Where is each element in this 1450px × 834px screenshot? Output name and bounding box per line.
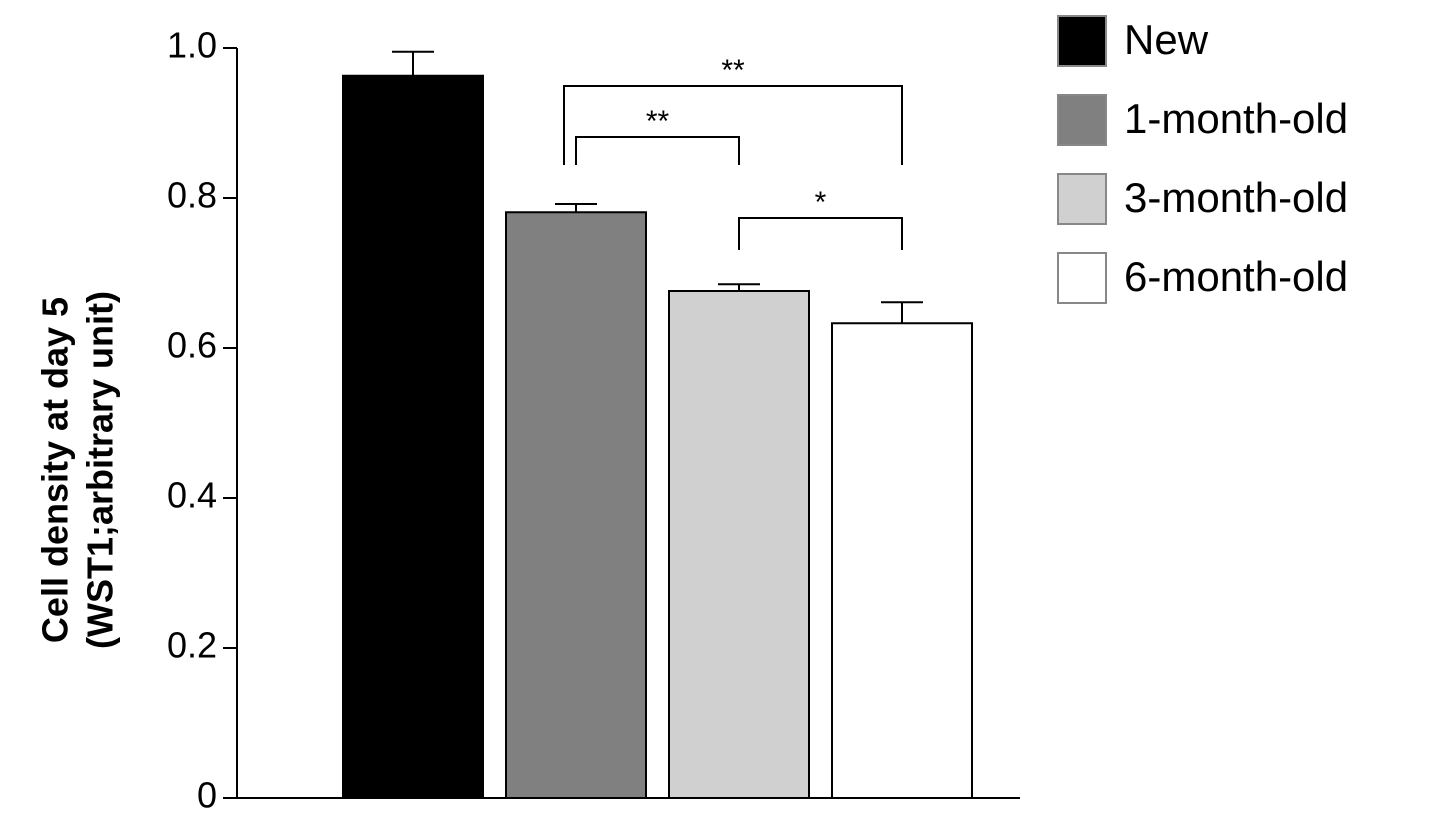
legend-label: New	[1124, 16, 1209, 63]
legend-swatch	[1057, 94, 1107, 146]
y-tick-label: 0	[197, 775, 217, 816]
y-tick-label: 0.8	[167, 175, 217, 216]
legend-swatch	[1057, 252, 1107, 304]
legend-label: 1-month-old	[1124, 95, 1348, 142]
legend-swatch	[1057, 15, 1107, 67]
significance-label: **	[646, 105, 670, 138]
bar	[668, 290, 810, 799]
legend-swatch	[1057, 173, 1107, 225]
y-tick-label: 0.2	[167, 625, 217, 666]
significance-label: **	[721, 54, 745, 87]
significance-label: *	[815, 186, 827, 219]
legend-label: 3-month-old	[1124, 174, 1348, 221]
y-axis-label: Cell density at day 5	[35, 297, 76, 643]
y-tick-label: 0.6	[167, 325, 217, 366]
significance-bracket	[575, 136, 740, 165]
significance-bracket	[738, 217, 903, 250]
bar	[505, 211, 647, 799]
bar	[342, 74, 484, 799]
legend-label: 6-month-old	[1124, 253, 1348, 300]
significance-bracket	[563, 85, 903, 165]
y-axis-label: (WST1;arbitrary unit)	[80, 291, 121, 649]
y-tick-label: 0.4	[167, 475, 217, 516]
y-tick-label: 1.0	[167, 25, 217, 66]
bar	[831, 322, 973, 799]
